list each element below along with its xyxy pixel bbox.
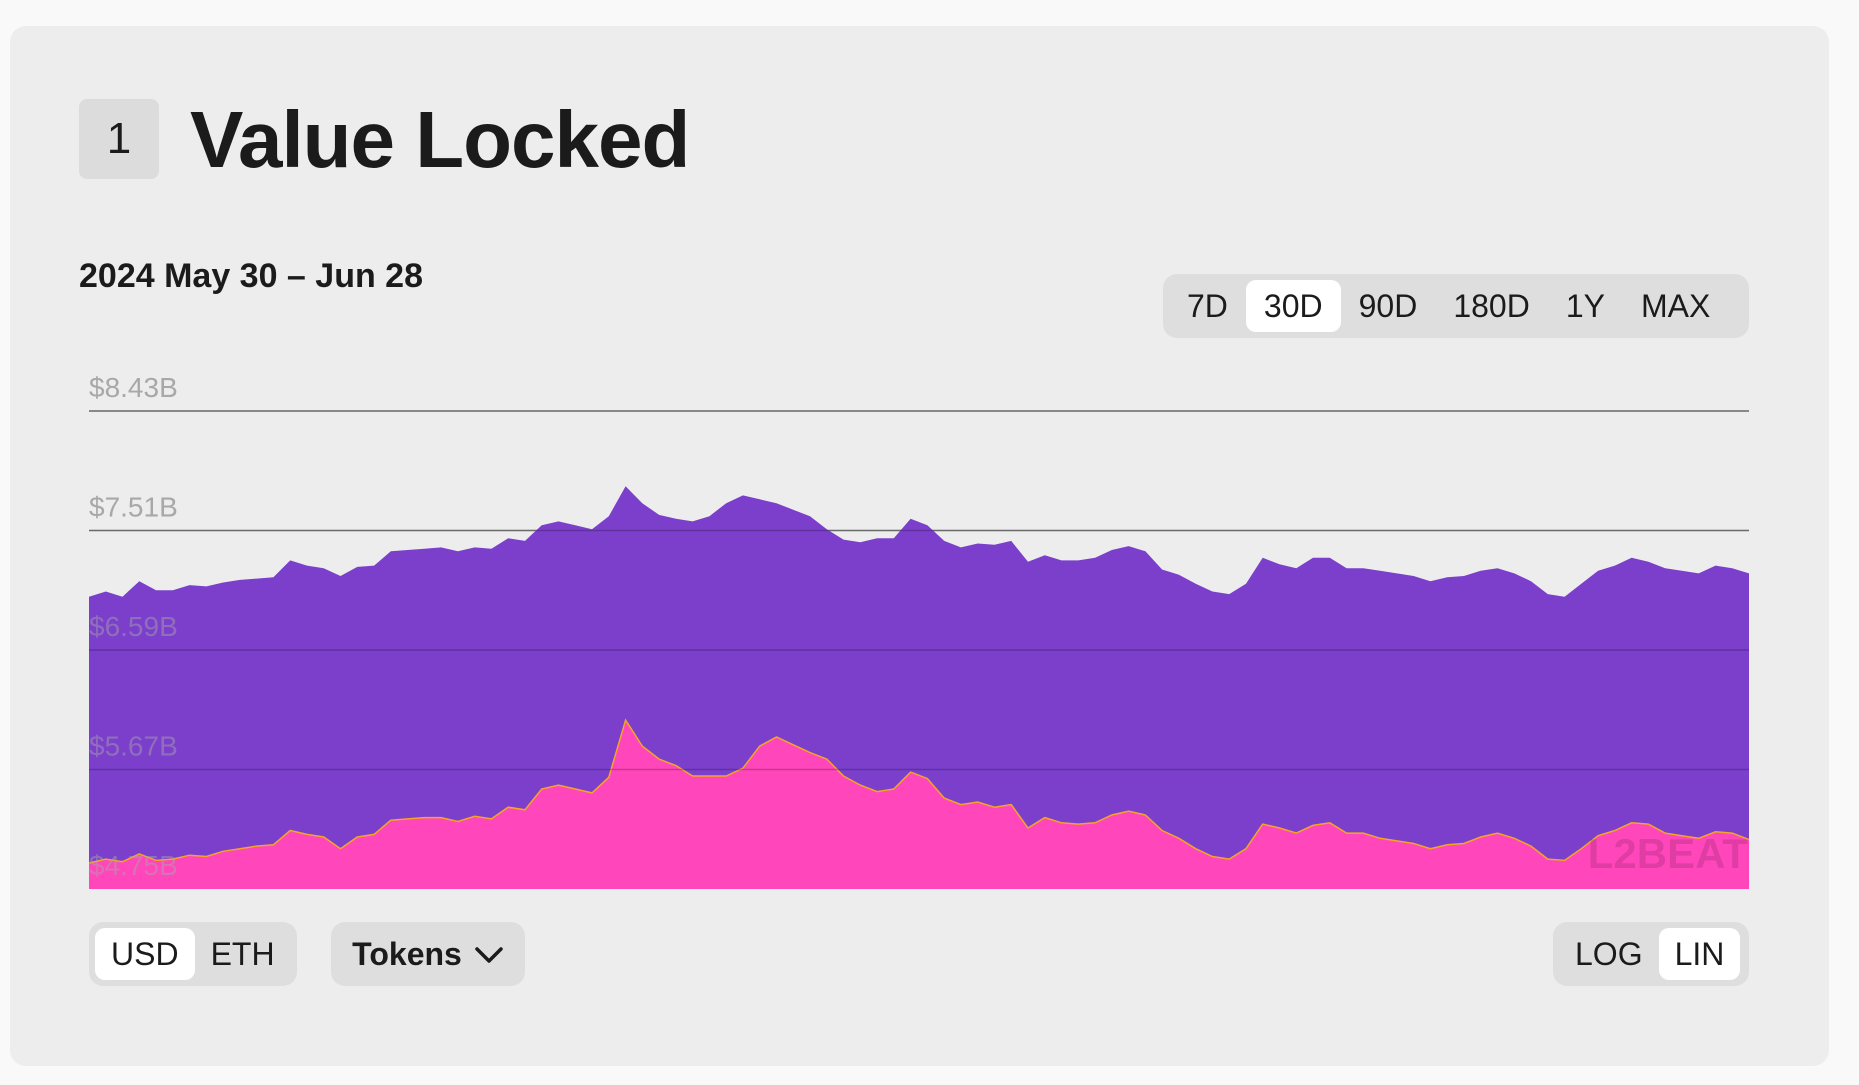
scale-toggle: LOG LIN xyxy=(1553,922,1749,986)
chart-areas xyxy=(88,410,1750,889)
currency-option-usd[interactable]: USD xyxy=(95,928,195,980)
range-option-7d[interactable]: 7D xyxy=(1187,287,1228,324)
l2beat-watermark: L2BEAT xyxy=(1588,830,1749,877)
section-title: Value Locked xyxy=(190,95,690,184)
y-axis-labels: $8.43B $7.51B $6.59B $5.67B $4.75B xyxy=(89,372,178,881)
y-tick-label-1: $7.51B xyxy=(89,492,178,523)
tokens-dropdown[interactable]: Tokens xyxy=(331,922,525,986)
y-tick-label-2: $6.59B xyxy=(89,611,178,642)
range-option-180d[interactable]: 180D xyxy=(1453,287,1530,324)
tokens-dropdown-label: Tokens xyxy=(352,935,462,972)
section-number-badge: 1 xyxy=(79,99,159,179)
range-option-max[interactable]: MAX xyxy=(1640,287,1711,324)
range-option-90d[interactable]: 90D xyxy=(1358,287,1418,324)
time-range-selector: 7D 30D 90D 180D 1Y MAX xyxy=(1163,274,1749,338)
series-line-1 xyxy=(88,718,1750,864)
y-tick-label-0: $8.43B xyxy=(89,372,178,403)
date-range-label: 2024 May 30 – Jun 28 xyxy=(79,257,424,295)
series-area-0 xyxy=(89,486,1749,889)
range-option-30d[interactable]: 30D xyxy=(1245,280,1341,332)
currency-option-eth[interactable]: ETH xyxy=(210,935,275,972)
y-tick-label-3: $5.67B xyxy=(89,731,178,762)
range-option-1y[interactable]: 1Y xyxy=(1565,287,1605,324)
scale-option-lin[interactable]: LIN xyxy=(1658,928,1741,980)
series-area-1 xyxy=(89,720,1749,889)
currency-toggle: USD ETH xyxy=(89,922,297,986)
scale-option-log[interactable]: LOG xyxy=(1575,935,1643,972)
chevron-down-icon xyxy=(474,936,504,973)
y-tick-label-4: $4.75B xyxy=(89,850,178,881)
